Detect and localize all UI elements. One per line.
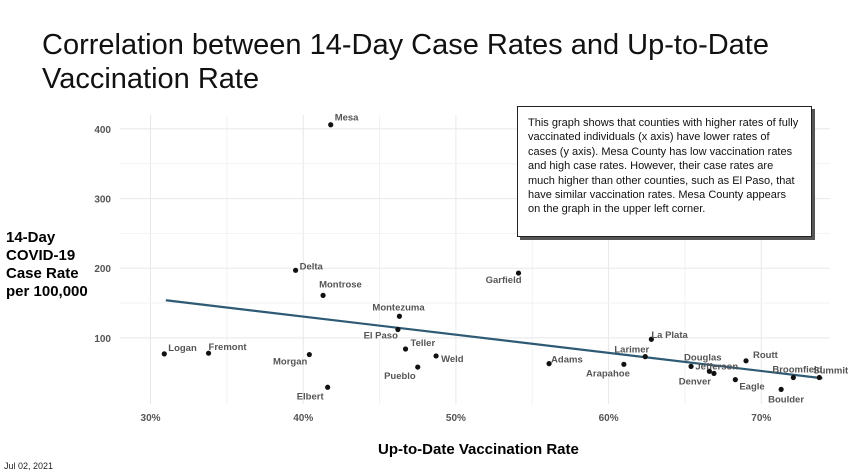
annotation-box: This graph shows that counties with high…	[517, 106, 812, 237]
point-label: Fremont	[209, 342, 248, 353]
data-point	[292, 267, 299, 273]
x-tick-label: 60%	[599, 413, 619, 424]
y-tick-label: 300	[94, 195, 111, 206]
x-tick-label: 50%	[446, 413, 466, 424]
data-point	[743, 358, 749, 364]
data-point	[325, 384, 331, 390]
trend-line	[165, 299, 823, 380]
point-label: Arapahoe	[586, 368, 630, 379]
label-layer: Mesa Delta Garfield Montrose Montezuma El Pas…	[168, 113, 849, 406]
data-point	[790, 374, 796, 381]
data-point	[732, 377, 738, 383]
data-point	[433, 353, 439, 359]
point-label: Adams	[551, 355, 583, 366]
data-point	[306, 351, 312, 358]
y-axis-label-line: 14-Day	[6, 229, 56, 246]
data-point	[205, 350, 212, 356]
data-point	[546, 361, 552, 367]
data-point	[396, 313, 403, 319]
data-point	[320, 292, 326, 298]
point-label: Larimer	[614, 345, 649, 356]
point-label: Summit	[813, 366, 849, 377]
data-point	[395, 326, 401, 333]
x-axis-label: Up-to-Date Vaccination Rate	[378, 441, 579, 458]
data-point	[648, 336, 654, 342]
trend-layer	[165, 299, 823, 380]
y-axis-label: 14-Day COVID-19 Case Rate per 100,000	[6, 229, 88, 301]
point-label: Eagle	[739, 382, 764, 393]
data-point	[415, 364, 421, 370]
point-label: Jefferson	[695, 361, 738, 372]
point-label: Denver	[679, 376, 712, 387]
x-tick-label: 70%	[751, 413, 771, 424]
y-axis-label-line: per 100,000	[6, 283, 88, 300]
data-point	[328, 122, 334, 128]
point-label: El Paso	[364, 330, 399, 341]
y-tick-label: 400	[94, 125, 111, 136]
point-label: Broomfield	[772, 365, 822, 376]
y-tick-label: 200	[94, 264, 111, 275]
point-label: Delta	[300, 261, 324, 272]
tick-layer: 30% 40% 50% 60% 70% 100 200 300 400	[94, 125, 771, 424]
point-label: Routt	[753, 350, 779, 361]
point-layer	[161, 122, 822, 392]
footer-date: Jul 02, 2021	[4, 461, 54, 471]
point-label: Logan	[168, 343, 197, 354]
point-label: Morgan	[273, 357, 308, 368]
point-label: Boulder	[768, 394, 804, 405]
data-point	[161, 351, 167, 357]
data-point	[515, 270, 522, 276]
point-label: Douglas	[684, 352, 721, 363]
point-label: Pueblo	[384, 371, 416, 382]
chart-title: Correlation between 14-Day Case Rates an…	[42, 29, 769, 95]
y-axis-label-line: COVID-19	[6, 247, 76, 264]
point-label: Montezuma	[372, 302, 425, 313]
y-axis-label-line: Case Rate	[6, 265, 79, 282]
data-point	[706, 368, 712, 374]
data-point	[688, 363, 694, 369]
x-tick-label: 30%	[141, 413, 161, 424]
point-label: Elbert	[297, 391, 325, 402]
data-point	[778, 386, 784, 392]
point-label: Weld	[441, 354, 464, 365]
point-label: Montrose	[319, 279, 362, 290]
x-tick-label: 40%	[293, 413, 313, 424]
data-point	[642, 354, 648, 360]
point-label: Mesa	[335, 113, 359, 124]
data-point	[816, 374, 822, 381]
point-label: La Plata	[651, 330, 688, 341]
point-label: Teller	[411, 338, 436, 349]
data-point	[621, 361, 627, 367]
data-point	[711, 370, 717, 376]
point-label: Garfield	[486, 275, 522, 286]
data-point	[402, 346, 409, 352]
y-tick-label: 100	[94, 334, 111, 345]
